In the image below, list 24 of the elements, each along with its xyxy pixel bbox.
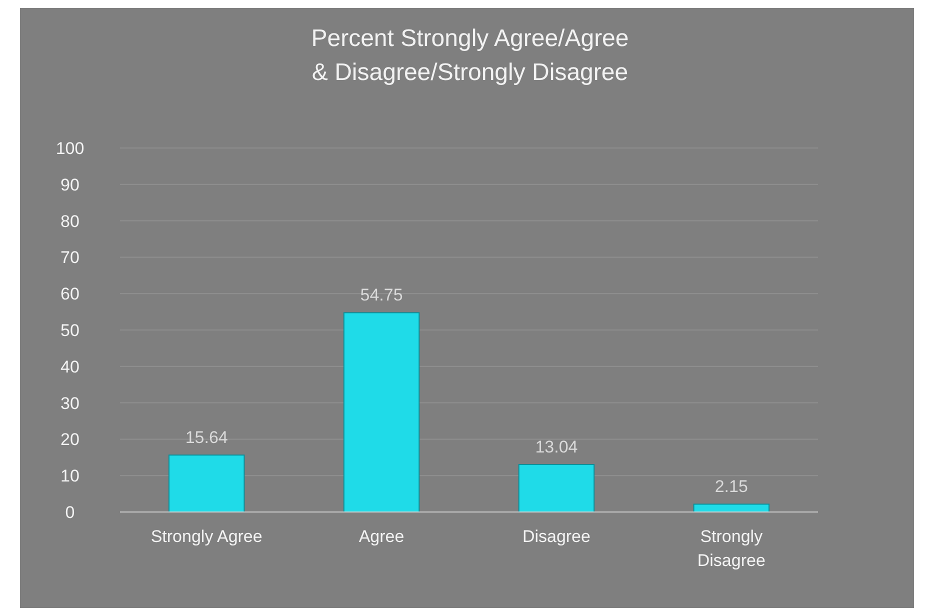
data-label: 15.64	[185, 428, 228, 448]
y-tick-label: 100	[56, 139, 84, 158]
y-tick-label: 60	[60, 284, 80, 304]
chart-title: Percent Strongly Agree/Agree & Disagree/Strongly Disagree	[311, 25, 629, 86]
x-tick-label: Agree	[358, 527, 404, 546]
y-tick-label: 80	[60, 212, 80, 231]
y-tick-label: 40	[60, 357, 80, 376]
y-tick-label: 0	[65, 503, 75, 522]
bar	[693, 504, 770, 512]
y-tick-label: 10	[60, 466, 80, 486]
x-tick-label: Strongly Disagree	[697, 527, 766, 570]
data-label: 54.75	[360, 286, 403, 305]
data-label: 13.04	[535, 438, 578, 457]
bar	[518, 464, 595, 512]
y-tick-label: 90	[60, 175, 80, 194]
x-tick-label: Disagree	[522, 527, 590, 546]
y-tick-label: 50	[60, 321, 80, 340]
data-label: 2.15	[714, 477, 748, 496]
y-tick-label: 30	[60, 394, 80, 413]
y-tick-label: 20	[60, 430, 80, 450]
y-tick-label: 70	[60, 248, 80, 268]
bar	[168, 454, 245, 512]
x-tick-label: Strongly Agree	[150, 527, 262, 546]
bar	[343, 312, 420, 512]
